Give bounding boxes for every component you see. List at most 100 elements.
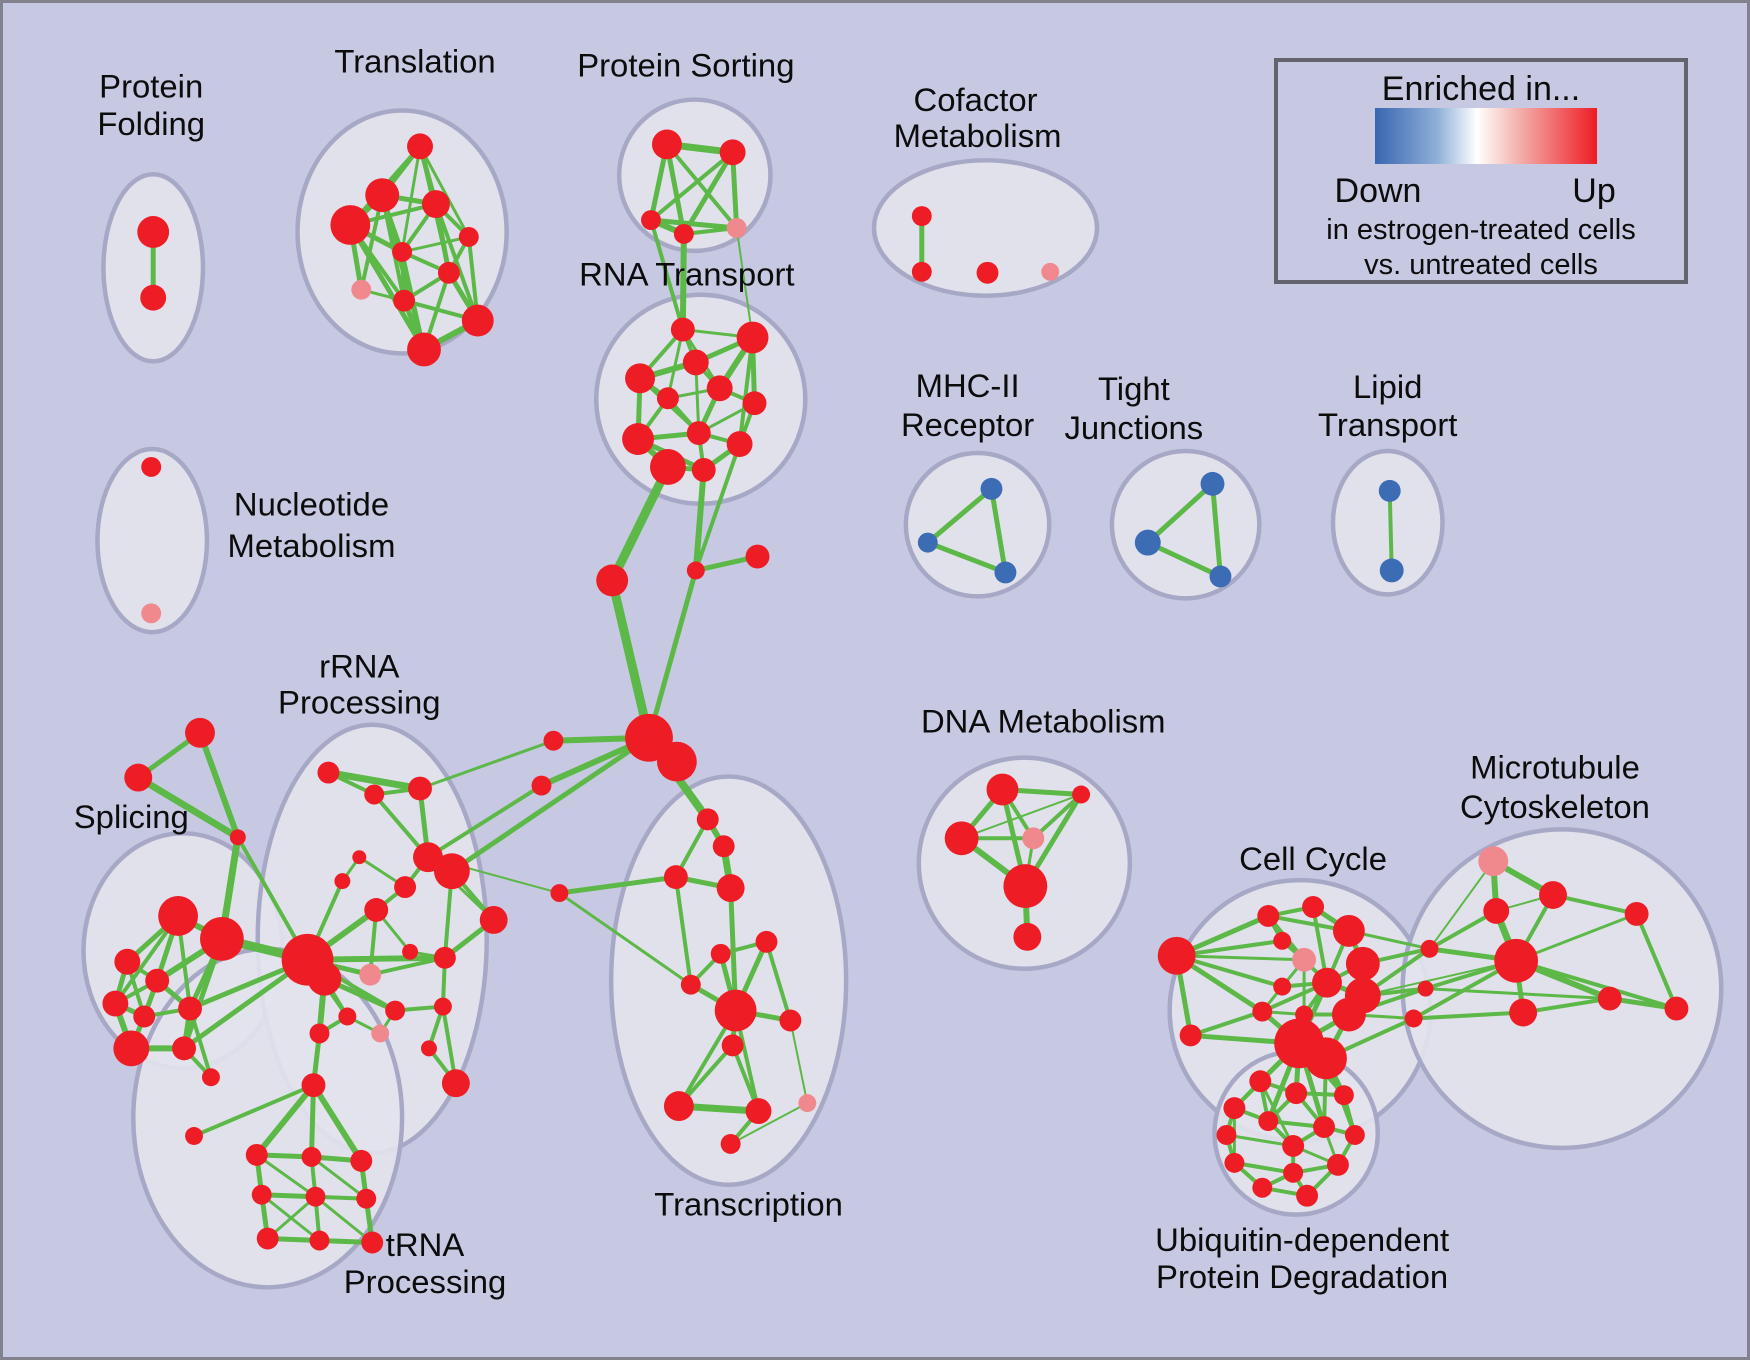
edge [664, 142, 739, 230]
gene-set-node [359, 963, 382, 986]
edge [255, 1153, 317, 1199]
gene-set-node [352, 850, 367, 865]
gene-set-node [779, 1009, 802, 1032]
gene-set-node [745, 1098, 772, 1125]
gene-set-node [686, 421, 711, 446]
gene-set-node [673, 224, 694, 244]
gene-set-node [944, 821, 979, 856]
gene-set-node [1296, 1184, 1319, 1207]
gene-set-node [141, 456, 162, 477]
edge [1145, 481, 1215, 546]
gene-set-node [479, 905, 508, 934]
gene-set-node [994, 561, 1017, 584]
gene-set-node [1216, 1125, 1237, 1145]
gene-set-node [1273, 977, 1292, 996]
cluster-lipid-transport-ellipse [1330, 448, 1445, 597]
cluster-tight-junctions-label: Junctions [1064, 409, 1203, 446]
edge [925, 486, 994, 546]
edge [1224, 1133, 1295, 1148]
gene-set-node [680, 974, 701, 995]
gene-set-node [726, 218, 747, 238]
gene-set-node [656, 387, 679, 410]
edge [418, 739, 555, 791]
edge [649, 150, 735, 223]
gene-set-node [1312, 967, 1342, 998]
gene-set-node [141, 603, 162, 624]
cluster-trna-processing-label: Processing [344, 1263, 506, 1300]
gene-set-node [178, 996, 202, 1021]
gene-set-node [917, 532, 938, 553]
cluster-cofactor-metabolism-label: Metabolism [894, 117, 1062, 154]
gene-set-node [980, 477, 1003, 500]
edge [1551, 893, 1639, 916]
gene-set-node [361, 1231, 384, 1254]
gene-set-node [364, 898, 389, 922]
gene-set-node [334, 873, 351, 890]
gene-set-node [201, 1068, 220, 1087]
gene-set-node [309, 1023, 330, 1044]
gene-set-node [1200, 471, 1225, 496]
cluster-lipid-transport-label: Lipid [1353, 368, 1422, 405]
edge [735, 227, 754, 339]
edge [681, 149, 736, 237]
gene-set-node [422, 190, 450, 219]
gene-set-node [651, 129, 682, 160]
edge [324, 769, 424, 793]
gene-set-node [1302, 896, 1325, 918]
gene-set-node [596, 564, 629, 597]
cluster-cofactor-metabolism-label: Cofactor [913, 81, 1037, 118]
cluster-nucleotide-metabolism-ellipse [95, 446, 210, 635]
gene-set-node [402, 943, 419, 960]
legend-up-label: Up [1572, 172, 1616, 210]
gene-set-node [145, 968, 170, 993]
gene-set-node [1305, 1037, 1347, 1080]
edge [960, 793, 1083, 840]
gene-set-node [1224, 1152, 1245, 1173]
edge [400, 235, 471, 254]
gene-set-node [706, 375, 733, 402]
cluster-protein-sorting-label: Protein Sorting [577, 46, 794, 83]
gene-set-node [686, 561, 705, 580]
edge [425, 783, 544, 860]
edge [1387, 488, 1394, 573]
edge [1210, 481, 1223, 579]
gene-set-node [1041, 262, 1060, 281]
gene-set-node [1282, 1134, 1305, 1157]
gene-set-node [1597, 986, 1622, 1011]
edge [253, 1082, 317, 1158]
gene-set-node [1013, 922, 1042, 951]
gene-set-node [1417, 980, 1434, 997]
gene-set-node [305, 1186, 326, 1207]
edge [679, 230, 687, 333]
gene-set-node [437, 261, 460, 284]
cluster-mhc-ii-receptor-label: MHC-II [916, 367, 1020, 404]
gene-set-node [421, 1040, 437, 1057]
cluster-translation-ellipse [295, 108, 509, 356]
gene-set-node [531, 775, 552, 796]
gene-set-node [1003, 864, 1048, 908]
gene-set-node [408, 776, 432, 801]
gene-set-node [229, 829, 246, 846]
edge [607, 575, 654, 743]
gene-set-node [394, 876, 417, 899]
gene-set-node [1157, 936, 1196, 975]
gene-set-node [1333, 1085, 1354, 1106]
gene-set-node [663, 1091, 694, 1122]
gene-set-node [1252, 1177, 1273, 1198]
cluster-trna-processing-label: tRNA [386, 1226, 465, 1263]
gene-set-node [350, 1149, 373, 1172]
edge [1634, 911, 1679, 1011]
gene-set-node [309, 1230, 330, 1251]
gene-set-node [251, 1184, 272, 1205]
gene-set-node [1378, 479, 1401, 502]
gene-set-node [1283, 1162, 1304, 1183]
edge [418, 144, 471, 239]
edge [197, 729, 241, 841]
gene-set-node [1509, 998, 1538, 1027]
edge [693, 442, 742, 573]
gene-set-node [385, 1000, 406, 1021]
gene-set-node [798, 1094, 817, 1113]
gene-set-node [1134, 529, 1161, 556]
edge [673, 875, 693, 987]
